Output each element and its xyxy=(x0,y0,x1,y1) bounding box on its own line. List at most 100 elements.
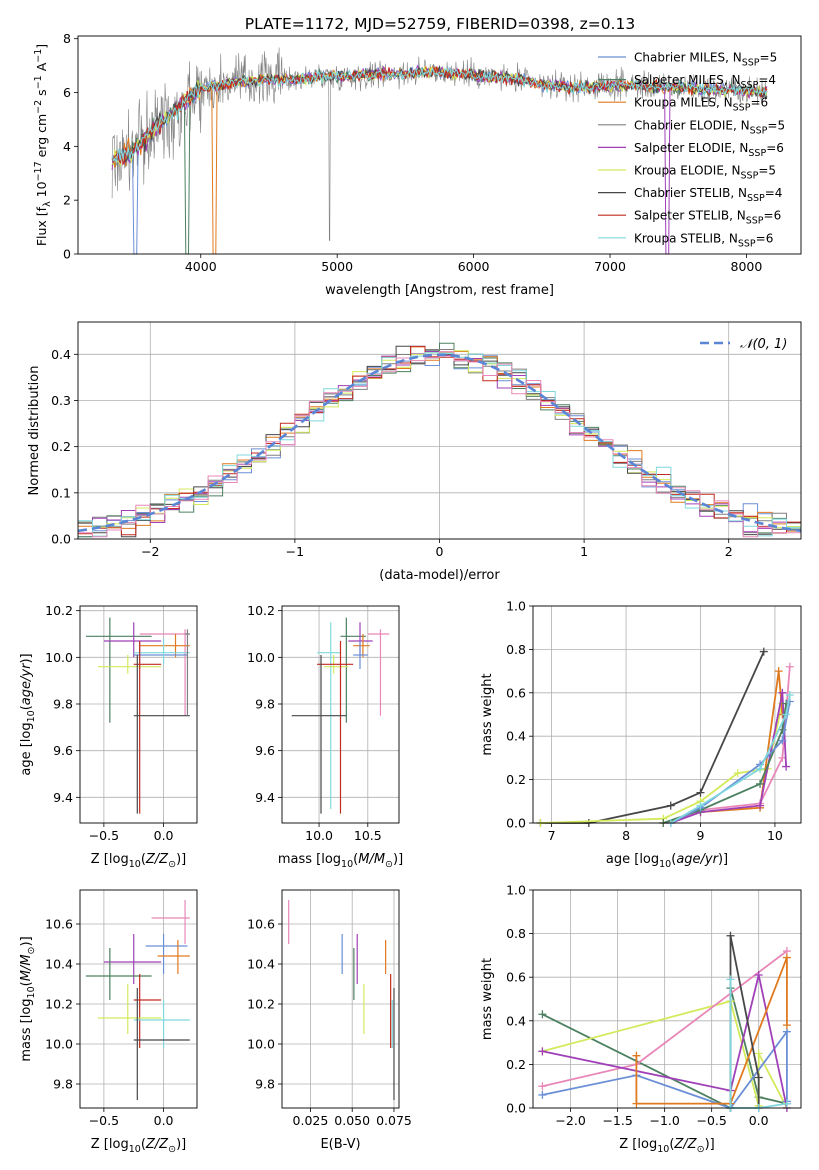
y-tick-label: 0.8 xyxy=(506,926,526,941)
y-tick-label: 10.0 xyxy=(247,650,275,665)
plus-marker xyxy=(754,1073,763,1082)
y-tick-label: 0.0 xyxy=(506,816,526,831)
mass-weight-line xyxy=(663,703,787,824)
x-tick-label: 7 xyxy=(548,828,556,843)
y-tick-label: 9.6 xyxy=(255,743,275,758)
y-tick-label: 0.1 xyxy=(51,485,71,500)
y-tick-label: 10.0 xyxy=(247,1037,275,1052)
age-vs-mass-panel: 10.0 10.5 9.4 9.6 9.8 10.0 10.2 mass [log10(M/M… xyxy=(247,603,403,870)
plus-marker xyxy=(759,647,768,656)
plot-frame xyxy=(77,35,802,255)
x-tick-label: −1 xyxy=(286,544,304,559)
x-tick-label: 10.0 xyxy=(305,828,333,843)
x-tick-label: 0.0 xyxy=(154,828,174,843)
plus-marker xyxy=(538,1090,547,1099)
y-axis-label: Normed distribution xyxy=(27,366,42,496)
y-tick-label: 0.2 xyxy=(506,1057,526,1072)
spectrum-panel: 4000 5000 6000 7000 8000 0 2 4 6 8 wavelength [Ang… xyxy=(33,31,802,298)
y-tick-label: 2 xyxy=(63,193,71,208)
plus-marker xyxy=(754,971,763,980)
y-tick-label: 0.4 xyxy=(506,729,526,744)
plus-marker xyxy=(733,769,742,778)
legend-label: 𝒩(0, 1) xyxy=(740,337,787,352)
x-tick-label: 2 xyxy=(725,544,733,559)
y-tick-label: 0.2 xyxy=(506,772,526,787)
plus-marker xyxy=(785,662,794,671)
y-tick-label: 9.8 xyxy=(255,1077,275,1092)
plus-marker xyxy=(782,1099,791,1108)
plus-marker xyxy=(632,1099,641,1108)
y-axis-label: mass [log10(M/M⊙)] xyxy=(19,936,37,1061)
y-tick-label: 4 xyxy=(63,139,71,154)
x-tick-label: 0 xyxy=(436,544,444,559)
x-tick-label: 0.0 xyxy=(154,1113,174,1128)
y-axis-label: Flux [fλ 10−17 erg cm−2 s−1 A−1] xyxy=(33,44,53,246)
y-tick-label: 9.8 xyxy=(255,697,275,712)
legend-label: Chabrier STELIB, NSSP=4 xyxy=(634,186,782,204)
y-axis-label: mass weight xyxy=(480,673,495,755)
figure-title: PLATE=1172, MJD=52759, FIBERID=0398, z=0… xyxy=(245,15,635,33)
y-tick-label: 10.2 xyxy=(247,997,275,1012)
y-tick-label: 0.8 xyxy=(506,642,526,657)
y-tick-label: 10.6 xyxy=(247,917,275,932)
y-tick-label: 9.4 xyxy=(53,790,73,805)
y-tick-label: 0.0 xyxy=(51,532,71,547)
mass-vs-ebv-panel: 0.025 0.050 0.075 9.8 10.0 10.2 10.4 10.6 E(B-V) xyxy=(247,889,412,1152)
x-tick-label: 10 xyxy=(767,828,783,843)
gaussian-reference-curve xyxy=(77,353,802,533)
y-tick-label: 9.8 xyxy=(53,1077,73,1092)
y-tick-label: 0.2 xyxy=(51,439,71,454)
x-tick-label: −1.5 xyxy=(602,1113,632,1128)
plus-marker xyxy=(756,764,765,773)
x-tick-label: 0.0 xyxy=(749,1113,769,1128)
legend-label: Kroupa ELODIE, NSSP=5 xyxy=(634,164,776,182)
plot-frame xyxy=(532,605,802,824)
residual-histogram xyxy=(78,349,801,534)
x-tick-label: −1.0 xyxy=(649,1113,679,1128)
x-tick-label: 1 xyxy=(580,544,588,559)
x-tick-label: 8 xyxy=(622,828,630,843)
y-tick-label: 0.6 xyxy=(506,970,526,985)
plus-marker xyxy=(696,801,705,810)
plus-marker xyxy=(774,667,783,676)
x-tick-label: −0.5 xyxy=(89,828,119,843)
plus-marker xyxy=(782,953,791,962)
x-tick-label: 4000 xyxy=(185,259,217,274)
plot-frame xyxy=(77,321,802,540)
plus-marker xyxy=(726,975,735,984)
x-axis-label: Z [log10(Z/Z⊙)] xyxy=(619,1137,714,1155)
x-tick-label: −2.0 xyxy=(555,1113,585,1128)
x-tick-label: 0.075 xyxy=(376,1113,412,1128)
mass-weight-vs-metallicity-panel: −2.0 −1.5 −1.0 −0.5 0.0 0.0 0.2 0.4 0.6 0.8 1.0 Z [… xyxy=(480,883,802,1155)
x-axis-label: Z [log10(Z/Z⊙)] xyxy=(91,852,186,870)
y-tick-label: 8 xyxy=(63,31,71,46)
spectrum-model-line xyxy=(111,66,768,164)
y-axis-label: age [log10(age/yr)] xyxy=(19,653,37,775)
y-tick-label: 6 xyxy=(63,85,71,100)
x-tick-label: −2 xyxy=(141,544,159,559)
plus-marker xyxy=(756,779,765,788)
mass-weight-vs-age-panel: 7 8 9 10 0.0 0.2 0.4 0.6 0.8 1.0 age [log10(age/yr… xyxy=(480,599,802,870)
y-tick-label: 10.4 xyxy=(247,957,275,972)
legend-label: Kroupa STELIB, NSSP=6 xyxy=(634,231,773,249)
y-tick-label: 10.0 xyxy=(45,1037,73,1052)
y-tick-label: 0.6 xyxy=(506,685,526,700)
plus-marker xyxy=(538,1047,547,1056)
y-tick-label: 9.4 xyxy=(255,790,275,805)
x-tick-label: −0.5 xyxy=(696,1113,726,1128)
spectrum-model-line xyxy=(111,64,768,255)
y-tick-label: 9.8 xyxy=(53,697,73,712)
y-tick-label: 1.0 xyxy=(506,883,526,898)
x-tick-label: 0.050 xyxy=(334,1113,370,1128)
legend-label: Salpeter ELODIE, NSSP=6 xyxy=(634,141,784,159)
plus-marker xyxy=(785,690,794,699)
plus-marker xyxy=(782,1021,791,1030)
y-tick-label: 9.6 xyxy=(53,743,73,758)
x-tick-label: 6000 xyxy=(458,259,490,274)
y-tick-label: 10.4 xyxy=(45,957,73,972)
x-axis-label: age [log10(age/yr)] xyxy=(606,852,728,870)
x-tick-label: 8000 xyxy=(731,259,763,274)
x-axis-label: Z [log10(Z/Z⊙)] xyxy=(91,1137,186,1155)
y-axis-label: mass weight xyxy=(480,958,495,1040)
